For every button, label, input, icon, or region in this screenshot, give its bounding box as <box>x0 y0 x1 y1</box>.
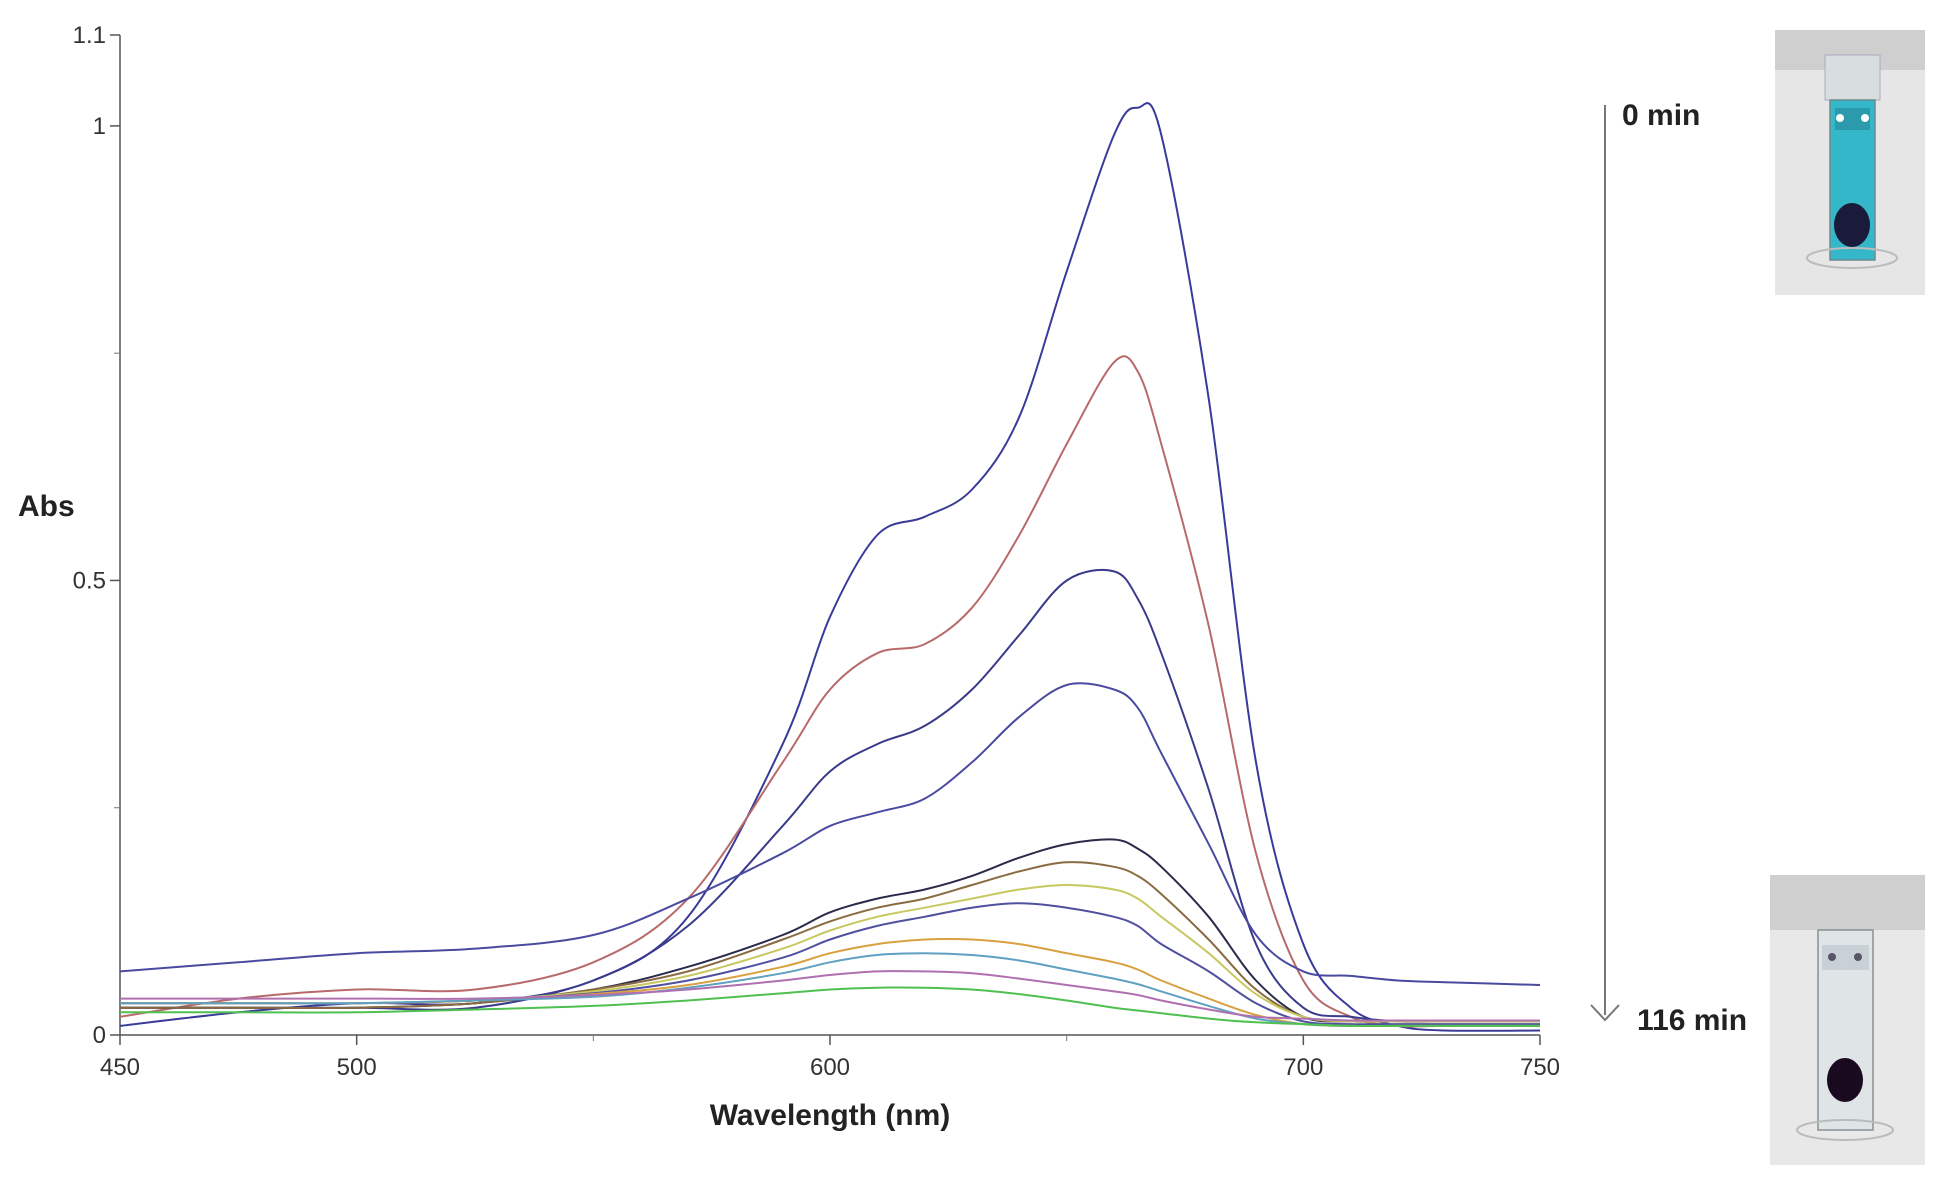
y-tick-label: 0.5 <box>73 567 106 594</box>
y-tick-label: 1.1 <box>73 22 106 49</box>
y-tick-label: 0 <box>93 1022 106 1049</box>
photo-inset-final <box>1770 875 1925 1165</box>
x-axis-ticks: 450 500 600 700 750 <box>100 1035 1560 1081</box>
x-tick-label: 600 <box>810 1054 850 1081</box>
minor-ticks <box>114 352 1068 1041</box>
photo-inset-initial <box>1775 30 1925 295</box>
x-axis-title: Wavelength (nm) <box>710 1099 951 1132</box>
y-axis-ticks: 0 0.5 1 1.1 <box>73 22 120 1049</box>
spectrum-line-12 <box>120 986 1540 1028</box>
spectrum-line-3 <box>119 569 1540 1023</box>
arrow-start-label: 0 min <box>1622 99 1700 132</box>
x-tick-label: 700 <box>1283 1054 1323 1081</box>
x-tick-label: 750 <box>1520 1054 1560 1081</box>
spectrum-line-4 <box>119 682 1541 986</box>
y-tick-label: 1 <box>93 113 106 140</box>
x-tick-label: 450 <box>100 1054 140 1081</box>
series-group <box>119 102 1541 1032</box>
spectrum-line-2 <box>119 355 1540 1028</box>
spectrum-line-11 <box>119 970 1540 1022</box>
x-tick-label: 500 <box>337 1054 377 1081</box>
time-arrow-head <box>1590 1004 1620 1022</box>
arrow-end-label: 116 min <box>1637 1004 1747 1037</box>
plot-area <box>120 35 1540 1035</box>
y-axis-title: Abs <box>18 490 75 523</box>
